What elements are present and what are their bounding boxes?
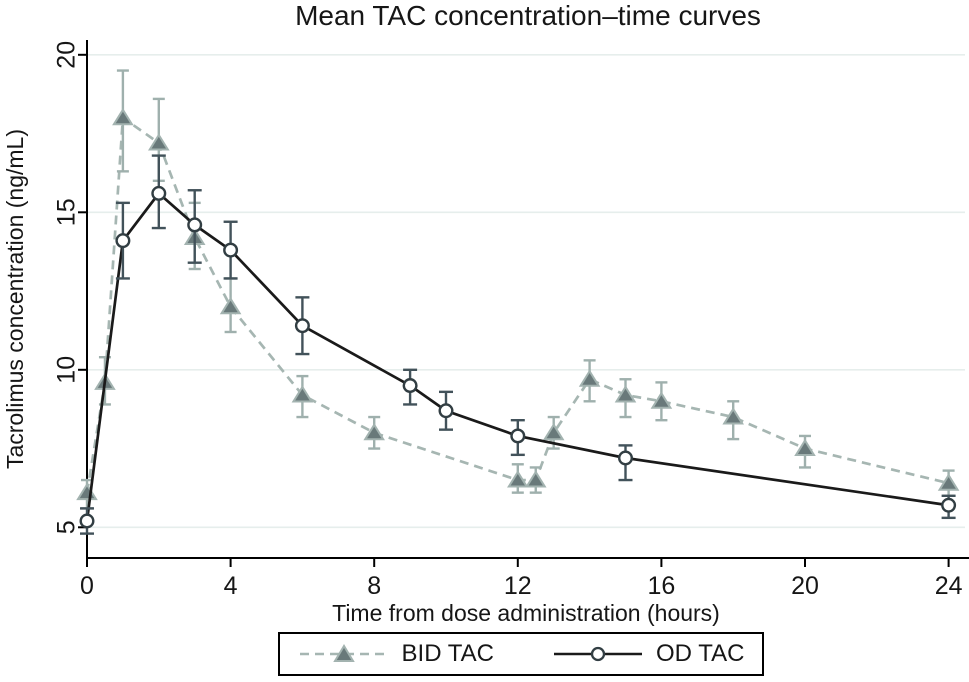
marker-od-tac (187, 217, 203, 233)
marker-od-tac (510, 428, 526, 444)
bid-series-symbol-icon (299, 644, 388, 662)
marker-bid-tac (291, 385, 314, 403)
marker-od-tac (151, 185, 167, 201)
marker-od-tac (223, 242, 239, 258)
marker-od-tac (294, 318, 310, 334)
marker-bid-tac (614, 385, 637, 403)
x-tick-label-0: 0 (80, 572, 94, 600)
marker-bid-tac (578, 369, 601, 387)
marker-bid-tac (650, 391, 673, 409)
od-series-symbol-icon (554, 646, 642, 662)
marker-bid-tac (507, 470, 529, 488)
marker-od-tac (618, 450, 634, 466)
legend-item-od-tac: OD TAC (552, 642, 744, 666)
x-tick-label-16: 16 (647, 572, 675, 600)
x-tick-label-20: 20 (791, 572, 819, 600)
y-tick-label-5: 5 (53, 520, 81, 534)
x-axis-title: Time from dose administration (hours) (332, 600, 720, 626)
x-tick-label-24: 24 (935, 572, 963, 600)
marker-bid-tac (219, 296, 242, 315)
marker-od-tac (941, 497, 957, 513)
x-tick-label-8: 8 (367, 572, 381, 600)
x-tick-label-12: 12 (504, 572, 532, 600)
legend-label-bid-tac: BID TAC (401, 640, 494, 667)
legend: BID TAC OD TAC (278, 632, 764, 676)
y-tick-label-20: 20 (53, 41, 81, 69)
y-tick-label-10: 10 (53, 356, 81, 384)
marker-bid-tac (148, 133, 170, 151)
y-axis-title: Tacrolimus concentration (ng/mL) (2, 129, 28, 469)
marker-bid-tac (76, 482, 98, 501)
marker-bid-tac (542, 422, 565, 441)
legend-item-bid-tac: BID TAC (298, 642, 494, 666)
x-tick-label-4: 4 (224, 572, 238, 600)
marker-bid-tac (794, 438, 816, 457)
marker-bid-tac (722, 407, 744, 425)
marker-bid-tac (937, 473, 960, 491)
marker-od-tac (438, 403, 454, 419)
y-tick-label-15: 15 (53, 198, 81, 226)
marker-bid-tac (524, 470, 547, 488)
marker-od-tac (402, 378, 418, 394)
legend-label-od-tac: OD TAC (656, 640, 745, 667)
marker-od-tac (79, 513, 95, 529)
chart-title: Mean TAC concentration–time curves (295, 0, 761, 31)
marker-bid-tac (112, 107, 134, 126)
marker-bid-tac (363, 422, 385, 441)
marker-od-tac (115, 233, 131, 249)
